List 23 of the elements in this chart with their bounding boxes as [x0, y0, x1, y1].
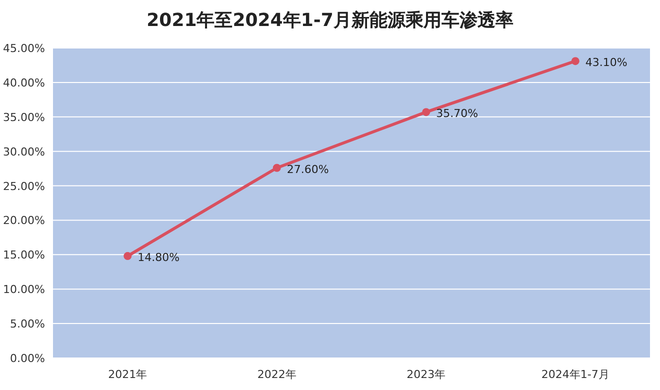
- point: [272, 164, 281, 172]
- y-tick-label: 35.00%: [3, 110, 45, 124]
- y-tick-label: 30.00%: [3, 145, 45, 158]
- point: [124, 252, 132, 260]
- x-tick-label: 2021年: [108, 368, 148, 381]
- y-tick-label: 15.00%: [3, 248, 45, 262]
- y-tick-label: 10.00%: [3, 283, 45, 296]
- data-label: 35.70%: [436, 107, 478, 120]
- data-label: 27.60%: [286, 162, 329, 176]
- x-tick-label: 2022年: [257, 368, 296, 381]
- x-tick-label: 2024年1-7月: [541, 368, 610, 381]
- y-tick-label: 25.00%: [3, 180, 45, 193]
- chart-title: 2021年至2024年1-7月新能源乘用车渗透率: [146, 10, 514, 31]
- y-tick-label: 40.00%: [3, 76, 45, 90]
- y-tick-label: 20.00%: [3, 214, 45, 228]
- y-tick-label: 5.00%: [10, 318, 45, 331]
- x-tick-label: 2023年: [406, 368, 446, 381]
- y-tick-label: 0.00%: [10, 352, 45, 365]
- y-tick-label: 45.00%: [3, 42, 45, 55]
- data-label: 14.80%: [138, 251, 180, 264]
- data-label: 43.10%: [585, 56, 628, 70]
- point: [571, 57, 580, 66]
- point: [422, 108, 430, 116]
